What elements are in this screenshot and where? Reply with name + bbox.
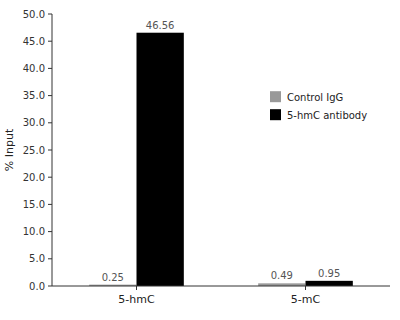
y-tick (48, 122, 52, 123)
y-tick-label: 50.0 (23, 9, 45, 20)
y-tick (48, 14, 52, 15)
y-tick-label: 25.0 (23, 145, 45, 156)
data-label: 0.49 (271, 270, 293, 281)
y-tick-label: 35.0 (23, 90, 45, 101)
y-tick (48, 204, 52, 205)
y-axis-line (52, 14, 53, 286)
data-label: 0.95 (318, 268, 340, 279)
legend-label: 5-hmC antibody (287, 110, 367, 121)
chart-container: 0.0 5.0 10.0 15.0 20.0 25.0 30.0 35.0 40.0 45.0 50… (0, 0, 400, 320)
bar (306, 281, 353, 286)
y-tick-label: 30.0 (23, 117, 45, 128)
y-axis: 0.0 5.0 10.0 15.0 20.0 25.0 30.0 35.0 40.0 45.0 50… (3, 9, 52, 292)
y-tick (48, 286, 52, 287)
legend-swatch (270, 109, 281, 120)
bar (137, 33, 184, 286)
y-tick (48, 95, 52, 96)
data-label: 0.25 (102, 272, 124, 283)
y-tick-label: 15.0 (23, 199, 45, 210)
x-axis-line (52, 286, 390, 287)
y-tick-label: 20.0 (23, 172, 45, 183)
y-tick-label: 40.0 (23, 63, 45, 74)
data-label: 46.56 (146, 20, 175, 31)
y-tick (48, 41, 52, 42)
y-tick-label: 10.0 (23, 226, 45, 237)
y-tick (48, 231, 52, 232)
y-tick-label: 45.0 (23, 36, 45, 47)
x-tick-label: 5-hmC (118, 293, 155, 306)
y-tick-label: 5.0 (29, 253, 45, 264)
legend-swatch (270, 91, 281, 102)
y-axis-label: % Input (3, 128, 16, 171)
data-labels: 0.25 0.49 46.56 0.95 (102, 20, 341, 283)
legend-label: Control IgG (287, 92, 343, 103)
x-tick (305, 286, 306, 290)
y-tick (48, 150, 52, 151)
legend: Control IgG 5-hmC antibody (270, 91, 367, 121)
chart: 0.0 5.0 10.0 15.0 20.0 25.0 30.0 35.0 40.0 45.0 50… (0, 0, 400, 320)
y-tick-label: 0.0 (29, 281, 45, 292)
y-tick (48, 68, 52, 69)
x-tick-label: 5-mC (291, 293, 321, 306)
bars (89, 33, 353, 286)
y-tick (48, 177, 52, 178)
y-tick (48, 258, 52, 259)
x-axis: 5-hmC 5-mC (52, 286, 390, 306)
x-tick (136, 286, 137, 290)
